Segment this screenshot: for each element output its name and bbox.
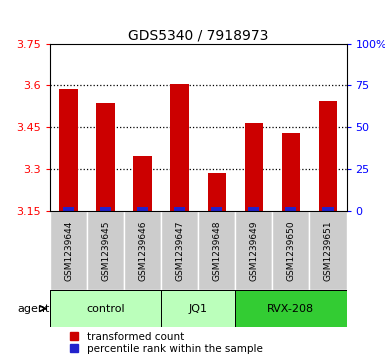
Bar [211,207,223,211]
FancyBboxPatch shape [124,211,161,290]
Bar [322,207,333,211]
Bar [96,103,115,211]
Bar [235,290,346,327]
Bar [285,207,296,211]
Text: control: control [86,303,125,314]
Text: RVX-208: RVX-208 [267,303,315,314]
FancyBboxPatch shape [235,211,273,290]
Text: GSM1239648: GSM1239648 [212,220,221,281]
Bar [319,101,337,211]
Title: GDS5340 / 7918973: GDS5340 / 7918973 [128,28,268,42]
Text: agent: agent [18,303,50,314]
Text: GSM1239649: GSM1239649 [249,220,258,281]
FancyBboxPatch shape [87,211,124,290]
Bar [134,156,152,211]
FancyBboxPatch shape [50,211,87,290]
FancyBboxPatch shape [310,211,346,290]
Bar [171,84,189,211]
Bar [59,89,78,211]
Legend: transformed count, percentile rank within the sample: transformed count, percentile rank withi… [70,332,263,354]
Bar [100,207,111,211]
Text: GSM1239644: GSM1239644 [64,220,73,281]
Bar [63,207,74,211]
FancyBboxPatch shape [198,211,235,290]
Bar [208,173,226,211]
Text: GSM1239650: GSM1239650 [286,220,295,281]
Text: JQ1: JQ1 [189,303,208,314]
FancyBboxPatch shape [273,211,310,290]
Text: GSM1239645: GSM1239645 [101,220,110,281]
Text: GSM1239646: GSM1239646 [138,220,147,281]
Bar [50,290,161,327]
Bar [137,207,148,211]
Bar [174,207,185,211]
Bar [161,290,235,327]
Bar [248,207,259,211]
Bar [244,123,263,211]
Text: GSM1239647: GSM1239647 [175,220,184,281]
FancyBboxPatch shape [161,211,198,290]
Bar [282,132,300,211]
Text: GSM1239651: GSM1239651 [323,220,333,281]
